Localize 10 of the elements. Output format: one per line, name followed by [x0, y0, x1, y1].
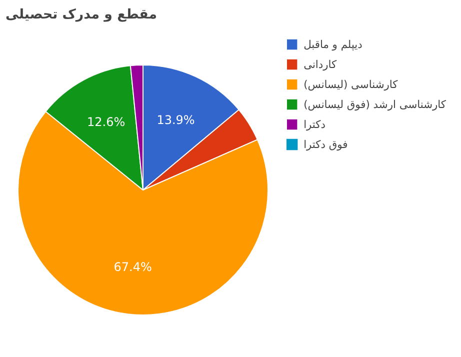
- legend-label: دیپلم و ماقبل: [304, 38, 362, 50]
- legend-label: کارشناسی (لیسانس): [304, 78, 398, 90]
- legend-label: دکترا: [304, 118, 326, 130]
- data-label: 67.4%: [114, 260, 152, 274]
- legend-label: کاردانی: [304, 58, 337, 70]
- data-label: 13.9%: [156, 112, 195, 127]
- legend-label: فوق دکترا: [304, 138, 348, 150]
- data-label: 12.6%: [87, 114, 126, 129]
- legend-label: کارشناسی ارشد (فوق لیسانس): [304, 98, 446, 110]
- chart-title: مقطع و مدرک تحصیلی: [6, 8, 158, 22]
